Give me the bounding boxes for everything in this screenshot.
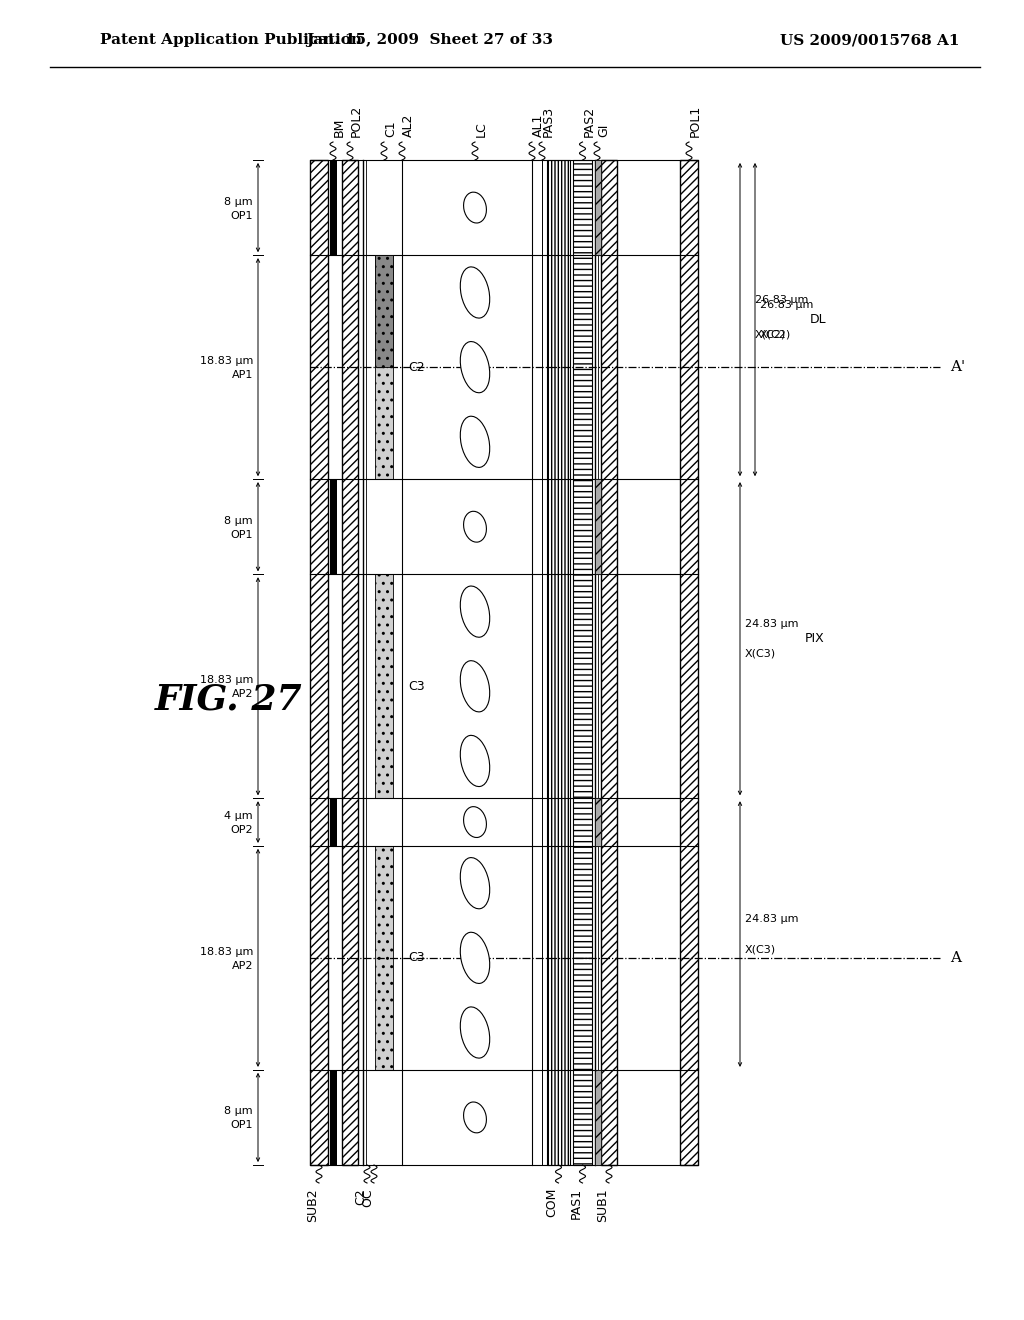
Text: 4 μm: 4 μm (224, 810, 253, 821)
Text: LC: LC (475, 121, 488, 137)
Text: OP1: OP1 (230, 529, 253, 540)
Text: AP1: AP1 (231, 370, 253, 380)
Bar (375, 574, 393, 799)
Bar (375, 255, 393, 367)
Text: 24.83 μm: 24.83 μm (745, 619, 799, 628)
Text: GI: GI (597, 124, 610, 137)
Text: SUB2: SUB2 (306, 1188, 319, 1221)
Text: X(C2): X(C2) (760, 330, 792, 339)
Bar (330, 1069, 337, 1166)
Text: PAS2: PAS2 (583, 106, 596, 137)
Text: Jan. 15, 2009  Sheet 27 of 33: Jan. 15, 2009 Sheet 27 of 33 (306, 33, 554, 48)
Bar (595, 160, 601, 255)
Bar (310, 160, 328, 1166)
Ellipse shape (464, 807, 486, 837)
Text: OP1: OP1 (230, 211, 253, 220)
Text: C3: C3 (408, 680, 425, 693)
Bar (595, 1069, 601, 1166)
Text: C2: C2 (354, 1188, 367, 1205)
Bar (330, 160, 337, 255)
Text: DL: DL (810, 313, 826, 326)
Text: POL2: POL2 (350, 104, 362, 137)
Ellipse shape (460, 342, 489, 393)
Text: US 2009/0015768 A1: US 2009/0015768 A1 (780, 33, 959, 48)
Text: X(C3): X(C3) (745, 944, 776, 954)
Ellipse shape (460, 586, 489, 638)
Ellipse shape (460, 858, 489, 908)
Text: COM: COM (546, 1188, 558, 1217)
Bar (573, 160, 592, 1166)
Text: 8 μm: 8 μm (224, 197, 253, 206)
Text: OP2: OP2 (230, 825, 253, 836)
Text: C2: C2 (408, 360, 425, 374)
Bar (680, 160, 698, 1166)
Bar (601, 160, 617, 1166)
Bar (375, 255, 393, 479)
Text: POL1: POL1 (689, 104, 702, 137)
Bar (595, 799, 601, 846)
Bar (342, 160, 358, 1166)
Text: AP2: AP2 (231, 961, 253, 970)
Bar (547, 160, 570, 1166)
Text: 24.83 μm: 24.83 μm (745, 913, 799, 924)
Ellipse shape (460, 1007, 489, 1059)
Text: FIG. 27: FIG. 27 (155, 682, 303, 717)
Text: 26.83 μm: 26.83 μm (760, 300, 813, 310)
Text: 18.83 μm: 18.83 μm (200, 946, 253, 957)
Ellipse shape (460, 735, 489, 787)
Text: BM: BM (333, 117, 346, 137)
Text: 18.83 μm: 18.83 μm (200, 356, 253, 366)
Ellipse shape (464, 193, 486, 223)
Bar (330, 799, 337, 846)
Text: AL1: AL1 (532, 114, 545, 137)
Text: 18.83 μm: 18.83 μm (200, 676, 253, 685)
Text: Patent Application Publication: Patent Application Publication (100, 33, 362, 48)
Bar (595, 479, 601, 574)
Text: PIX: PIX (805, 632, 824, 645)
Text: OP1: OP1 (230, 1121, 253, 1130)
Ellipse shape (464, 511, 486, 543)
Ellipse shape (460, 267, 489, 318)
Bar (375, 846, 393, 1069)
Text: AP2: AP2 (231, 689, 253, 700)
Ellipse shape (464, 1102, 486, 1133)
Text: X(C3): X(C3) (745, 648, 776, 659)
Text: 8 μm: 8 μm (224, 516, 253, 525)
Text: PAS1: PAS1 (569, 1188, 583, 1220)
Text: 26.83 μm: 26.83 μm (755, 294, 808, 305)
Ellipse shape (460, 416, 489, 467)
Text: C3: C3 (408, 952, 425, 965)
Ellipse shape (460, 932, 489, 983)
Text: A: A (950, 950, 961, 965)
Bar (330, 479, 337, 574)
Text: 8 μm: 8 μm (224, 1106, 253, 1117)
Text: PAS3: PAS3 (542, 106, 555, 137)
Text: OC: OC (361, 1188, 374, 1206)
Ellipse shape (460, 661, 489, 711)
Text: AL2: AL2 (402, 114, 415, 137)
Text: SUB1: SUB1 (596, 1188, 609, 1221)
Text: C1: C1 (384, 120, 397, 137)
Text: A': A' (950, 360, 966, 374)
Text: X(C2): X(C2) (755, 330, 786, 339)
